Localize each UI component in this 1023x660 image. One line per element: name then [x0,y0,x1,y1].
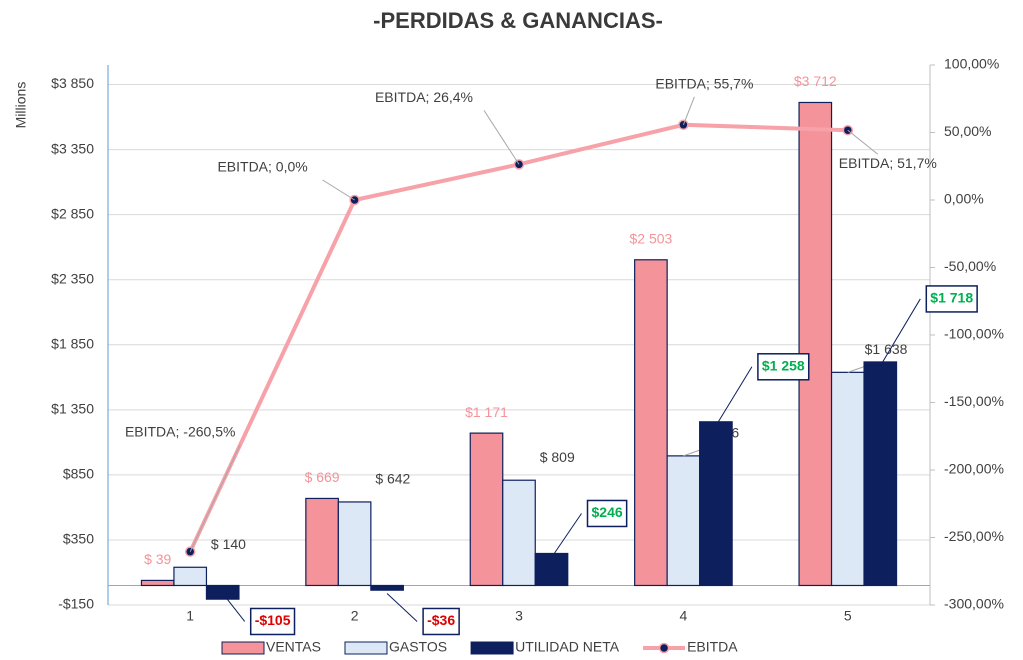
bar [534,552,569,587]
bar [140,579,175,587]
legend-swatch [344,641,388,655]
bar [830,371,865,587]
y-tick-label: $1 350 [51,401,94,417]
bar [634,259,668,587]
data-label: EBITDA; 55,7% [655,76,753,92]
data-label-box: -$36 [422,607,460,636]
data-label: $1 718 [930,290,973,306]
label-box [925,285,978,313]
y2-tick-label: -300,00% [944,596,1004,612]
bar [502,479,536,587]
label-box [249,607,296,636]
y-tick-label: $3 350 [51,140,94,156]
data-label: EBITDA; 51,7% [839,155,937,171]
legend-label: GASTOS [389,639,447,655]
y-tick-label: $2 350 [51,270,94,286]
data-label: $1 638 [865,341,908,357]
data-label: $ 809 [540,449,575,465]
data-label: $1 258 [762,357,805,373]
bar [863,361,898,587]
leader-line [715,366,753,427]
y2-tick-label: -200,00% [944,461,1004,477]
legend-swatch [221,641,265,655]
data-label-box: $1 718 [925,285,978,313]
label-box [422,607,460,636]
data-label: -$36 [427,612,455,628]
legend-label: VENTAS [266,639,321,655]
y2-tick-label: 0,00% [944,191,984,207]
y2-tick-label: 100,00% [944,56,999,72]
x-tick-label: 1 [186,608,194,624]
data-label: $ 642 [375,471,410,487]
leader-line [483,110,520,165]
bar [699,421,733,587]
y-axis-label: Millions [13,82,29,129]
y2-tick-label: -150,00% [944,393,1004,409]
y2-tick-label: 50,00% [944,123,991,139]
leader-line [879,298,921,367]
leader-line [682,96,695,125]
legend-swatch [470,641,514,655]
legend-label: UTILIDAD NETA [515,639,620,655]
y-tick-label: $350 [63,531,94,547]
data-label: $2 503 [629,230,672,246]
y-tick-label: $1 850 [51,335,94,351]
bar [666,455,701,587]
x-tick-label: 2 [351,608,359,624]
data-label: $ 669 [305,469,340,485]
y-tick-label: $2 850 [51,205,94,221]
y2-tick-label: -100,00% [944,326,1004,342]
leader-line [386,593,418,622]
y-tick-label: $850 [63,466,94,482]
leader-line [322,179,355,201]
data-label: $ 39 [144,551,171,567]
data-label: $3 712 [794,73,837,89]
bar [305,497,339,587]
leader-line [222,593,246,622]
x-tick-label: 3 [515,608,523,624]
bar [469,432,504,587]
leader-line [551,513,582,558]
legend-marker [658,642,670,654]
bar [337,501,372,587]
data-label-box: $246 [586,499,628,528]
y-tick-label: $3 850 [51,75,94,91]
data-label: $ 140 [211,536,246,552]
label-box [757,353,810,381]
data-label-box: $1 258 [757,353,810,381]
leader-line [847,129,879,155]
x-tick-label: 4 [680,608,688,624]
y2-tick-label: -50,00% [944,258,996,274]
leader-line [189,444,241,552]
data-label: $246 [592,504,623,520]
legend-label: EBITDA [687,639,738,655]
chart-title: -PERDIDAS & GANANCIAS- [373,8,663,33]
y-tick-label: -$150 [58,596,94,612]
bar [205,584,240,600]
label-box [586,499,628,528]
x-tick-label: 5 [844,608,852,624]
bar [173,566,208,587]
bar [370,584,404,591]
data-label: EBITDA; 26,4% [375,89,473,105]
data-label-box: -$105 [249,607,296,636]
bar [798,101,833,587]
y2-tick-label: -250,00% [944,528,1004,544]
data-label: $1 171 [465,404,508,420]
data-label: -$105 [255,612,291,628]
data-label: EBITDA; -260,5% [125,423,236,439]
data-label: EBITDA; 0,0% [217,159,307,175]
